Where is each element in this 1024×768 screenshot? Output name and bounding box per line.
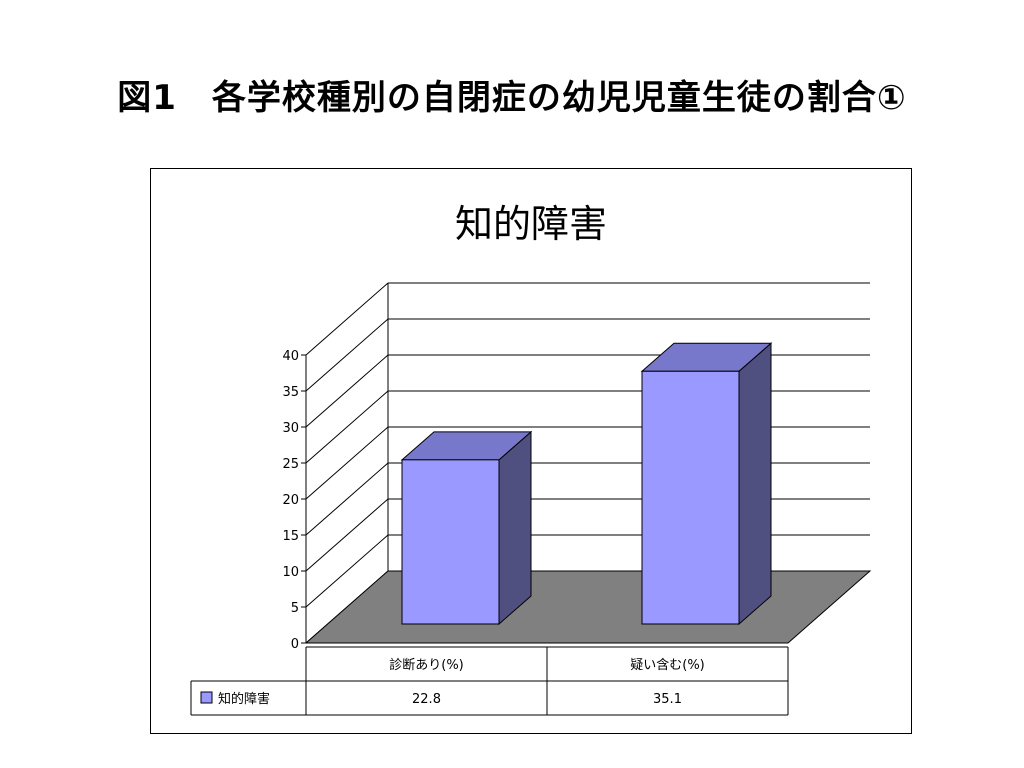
chart-plot: 0 5 10 15 20 25 30 35 40 診断あり(%) 疑い含む(%) 22.8 35.1 知… bbox=[190, 282, 872, 716]
category-label: 疑い含む(%) bbox=[630, 657, 705, 673]
gridline-side bbox=[305, 498, 389, 572]
y-tick-label: 35 bbox=[282, 385, 299, 400]
y-tick-label: 5 bbox=[291, 601, 299, 616]
value-label: 22.8 bbox=[412, 692, 441, 707]
bar-2 bbox=[641, 370, 740, 625]
chart-floor bbox=[304, 570, 872, 644]
y-tick-label: 0 bbox=[291, 637, 299, 652]
data-table: 診断あり(%) 疑い含む(%) 22.8 35.1 知的障害 bbox=[190, 646, 789, 716]
y-tick-label: 10 bbox=[282, 565, 299, 580]
floor-layer bbox=[304, 570, 872, 644]
bar-side-1 bbox=[498, 430, 532, 626]
value-label: 35.1 bbox=[653, 692, 682, 707]
bar-1 bbox=[401, 459, 500, 625]
y-tick-label: 25 bbox=[282, 457, 299, 472]
chart-frame: 知的障害 0 5 10 15 20 25 30 35 40 診断あり(%) 疑い含む(%) 22.8… bbox=[150, 168, 912, 734]
y-tick-label: 15 bbox=[282, 529, 299, 544]
slide-title: 図1 各学校種別の自閉症の幼児児童生徒の割合① bbox=[117, 78, 907, 118]
axis-layer: 0 5 10 15 20 25 30 35 40 bbox=[282, 349, 307, 652]
gridline-side bbox=[305, 354, 389, 428]
gridline-side bbox=[305, 318, 389, 392]
gridline-side bbox=[305, 534, 389, 608]
y-tick-label: 30 bbox=[282, 421, 299, 436]
gridline-side bbox=[305, 390, 389, 464]
gridline-side bbox=[305, 426, 389, 500]
y-tick-label: 40 bbox=[282, 349, 299, 364]
bar-layer bbox=[400, 342, 773, 626]
category-label: 診断あり(%) bbox=[389, 657, 464, 673]
legend-swatch bbox=[200, 691, 213, 704]
chart-title: 知的障害 bbox=[454, 202, 607, 246]
gridline-side bbox=[305, 462, 389, 536]
gridline-side bbox=[305, 282, 389, 356]
y-tick-label: 20 bbox=[282, 493, 299, 508]
bar-side-2 bbox=[738, 342, 772, 626]
legend-label: 知的障害 bbox=[218, 691, 270, 707]
